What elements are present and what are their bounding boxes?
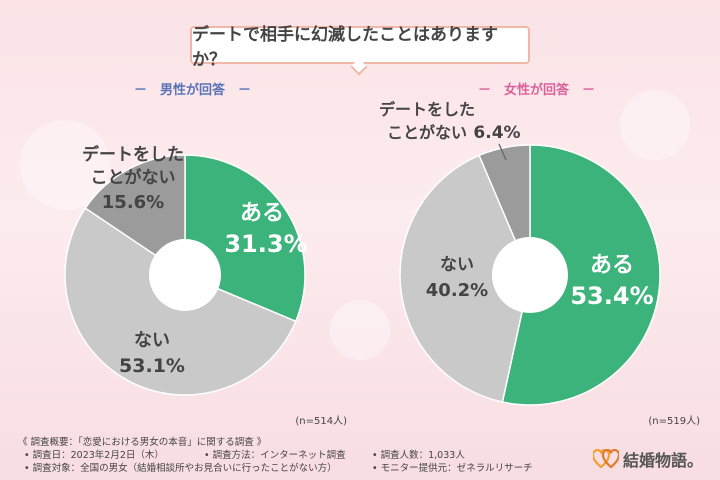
female-slice-yes	[501, 144, 661, 406]
survey-provider: • モニター提供元：ゼネラルリサーチ	[372, 463, 533, 474]
male-value-label-yes: 31.3%	[224, 230, 307, 258]
double-heart-icon	[593, 449, 619, 469]
female-sample-size: (n=519人)	[648, 415, 700, 427]
male-slice-label-yes: ある	[240, 201, 284, 226]
survey-count: • 調査人数：1,033人	[372, 450, 465, 461]
male-slice-label-never-line2: ことがない	[91, 167, 176, 188]
male-donut-chart	[64, 154, 306, 396]
survey-overview: 《 調査概要：「恋愛における男女の本音」に関する調査 》	[18, 437, 267, 448]
donut-center-hole	[149, 239, 221, 311]
female-never-leader-line	[498, 143, 507, 161]
male-panel-label: － 男性が回答 －	[134, 83, 252, 98]
male-sample-size: (n=514人)	[295, 415, 347, 427]
female-slice-label-no: ない	[440, 255, 474, 275]
survey-method: • 調査方法：インターネット調査	[204, 450, 346, 461]
female-slice-label-yes: ある	[590, 253, 634, 278]
female-value-label-never: 6.4%	[473, 123, 520, 143]
brand-logo: 結婚物語。	[593, 447, 703, 471]
female-slice-no	[399, 154, 531, 403]
male-value-label-no: 53.1%	[119, 355, 185, 377]
male-slice-label-never-line1: デートをした	[82, 144, 184, 165]
survey-target: • 調査対象：全国の男女（結婚相談所やお見合いに行ったことがない方）	[24, 463, 337, 474]
male-slice-never	[84, 154, 186, 277]
female-value-label-yes: 53.4%	[570, 282, 653, 310]
female-slice-label-never-line2: ことがない	[387, 123, 467, 142]
female-value-label-no: 40.2%	[426, 280, 488, 301]
female-panel-label: － 女性が回答 －	[478, 83, 596, 98]
brand-logo-text: 結婚物語。	[623, 451, 704, 470]
female-donut-chart	[399, 144, 661, 406]
background-bokeh	[620, 90, 690, 160]
male-value-label-never: 15.6%	[102, 192, 164, 213]
chart-title-text: デートで相手に幻滅したことはありますか？	[192, 25, 498, 70]
survey-date: • 調査日：2023年2月2日（木）	[24, 450, 164, 461]
background-bokeh	[330, 300, 390, 360]
survey-footer: 《 調査概要：「恋愛における男女の本音」に関する調査 》 • 調査日：2023年…	[18, 436, 702, 476]
female-slice-label-never-line1: デートをした	[379, 100, 475, 119]
donut-center-hole	[492, 237, 568, 313]
male-slice-label-no: ない	[134, 330, 170, 351]
